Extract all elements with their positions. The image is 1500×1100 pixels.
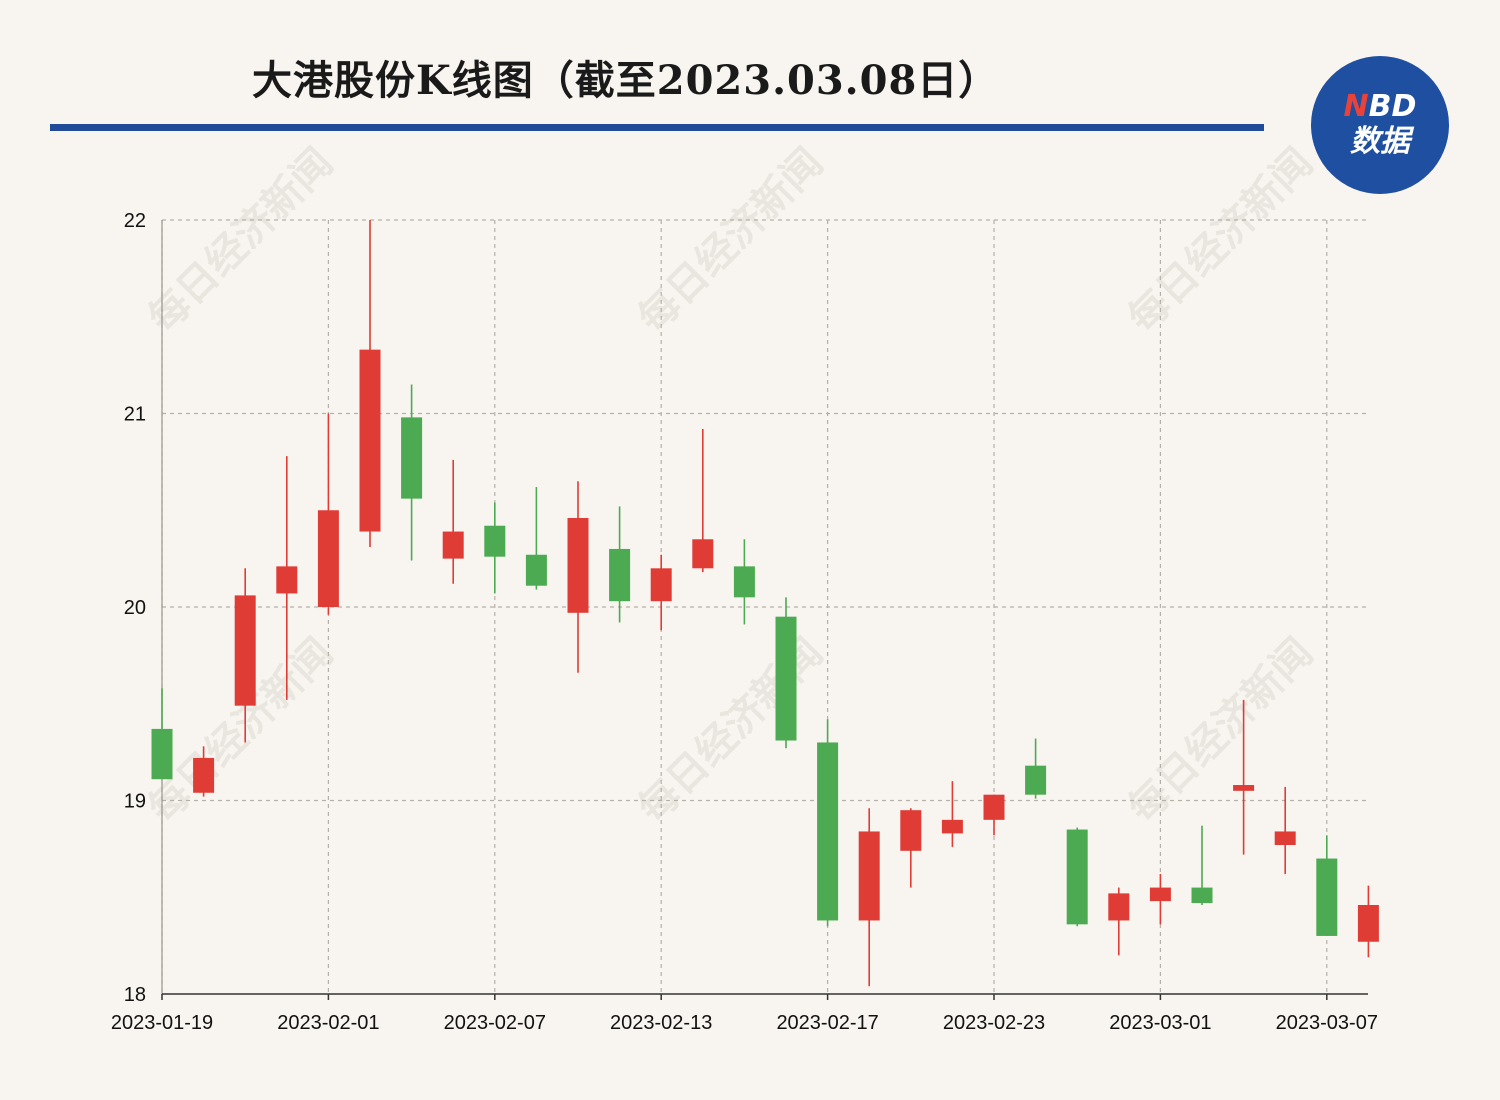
axes [161, 220, 1368, 1000]
candle-down [1316, 835, 1338, 936]
candle-down [151, 688, 173, 780]
candle-body [1316, 858, 1338, 936]
watermark-text: 每日经济新闻 [1119, 629, 1322, 832]
candle-body [193, 757, 215, 793]
candle-down [1191, 825, 1213, 905]
y-tick-labels: 18 19 20 21 22 [124, 210, 146, 1006]
candle-body [151, 728, 173, 780]
candle-down [733, 539, 755, 625]
candle-body [442, 531, 464, 559]
candle-body [858, 831, 880, 921]
candle-up [1149, 874, 1171, 925]
x-tick-label: 2023-03-07 [1276, 1012, 1378, 1034]
candle-up [1108, 887, 1130, 956]
logo-line2: 数据 [1350, 124, 1410, 159]
candle-up [567, 481, 589, 673]
candle-body [1066, 829, 1088, 925]
candle-up [941, 781, 963, 847]
candle-down [401, 384, 423, 561]
candle-body [401, 417, 423, 499]
candle-up [1233, 699, 1255, 855]
x-tick-label: 2023-02-01 [277, 1012, 379, 1034]
candle-up [193, 746, 215, 797]
grid [161, 219, 1368, 994]
candle-body [525, 554, 547, 586]
candle-body [234, 595, 256, 706]
candle-body [276, 566, 298, 594]
y-tick-label: 19 [124, 791, 146, 813]
candle-body [1274, 831, 1296, 846]
y-tick-label: 18 [124, 984, 146, 1006]
candle-up [983, 794, 1005, 836]
candle-up [650, 554, 672, 631]
candle-body [775, 616, 797, 741]
candle-up [442, 459, 464, 584]
watermark-text: 每日经济新闻 [629, 139, 832, 342]
nbd-logo: NBD 数据 [1311, 56, 1449, 194]
candle-up [692, 428, 714, 573]
candle-up [234, 568, 256, 743]
x-tick-label: 2023-02-17 [776, 1012, 878, 1034]
candle-body [1357, 904, 1379, 942]
candle-down [484, 502, 506, 594]
candle-body [983, 794, 1005, 820]
candle-body [900, 810, 922, 851]
candle-body [650, 568, 672, 602]
chart-title: 大港股份K线图（截至2023.03.08日） [252, 57, 1000, 104]
x-tick-label: 2023-02-07 [444, 1012, 546, 1034]
candle-up [1357, 885, 1379, 958]
candle-body [484, 525, 506, 557]
y-tick-label: 20 [124, 597, 146, 619]
title-underline [50, 124, 1264, 131]
candle-body [941, 819, 963, 834]
candle-down [525, 487, 547, 590]
logo-line1: NBD [1343, 89, 1417, 124]
candle-up [317, 413, 339, 615]
candle-down [609, 506, 631, 623]
candle-body [692, 539, 714, 569]
candle-up [1274, 786, 1296, 875]
watermark-text: 每日经济新闻 [1119, 139, 1322, 342]
candle-down [817, 719, 839, 927]
candle-body [317, 510, 339, 607]
candle-up [900, 808, 922, 888]
candle-body [1108, 893, 1130, 921]
x-tick-label: 2023-02-23 [943, 1012, 1045, 1034]
candles [151, 220, 1379, 987]
candle-up [858, 808, 880, 987]
candle-body [359, 349, 381, 532]
watermark-text: 每日经济新闻 [629, 629, 832, 832]
candle-up [359, 220, 381, 548]
candle-body [609, 548, 631, 602]
x-tick-label: 2023-03-01 [1109, 1012, 1211, 1034]
candle-body [817, 742, 839, 921]
candle-body [733, 566, 755, 598]
candle-body [1149, 887, 1171, 902]
candle-down [775, 597, 797, 749]
x-tick-label: 2023-01-19 [111, 1012, 213, 1034]
watermark-text: 每日经济新闻 [139, 139, 342, 342]
candle-up [276, 456, 298, 700]
candle-body [1233, 785, 1255, 791]
candle-body [567, 517, 589, 613]
candle-body [1025, 765, 1047, 795]
candle-down [1025, 738, 1047, 799]
x-tick-label: 2023-02-13 [610, 1012, 712, 1034]
x-tick-labels: 2023-01-19 2023-02-01 2023-02-07 2023-02-13… [111, 1012, 1378, 1034]
candle-body [1191, 887, 1213, 904]
y-tick-label: 22 [124, 210, 146, 232]
y-tick-label: 21 [124, 404, 146, 426]
candle-down [1066, 827, 1088, 927]
